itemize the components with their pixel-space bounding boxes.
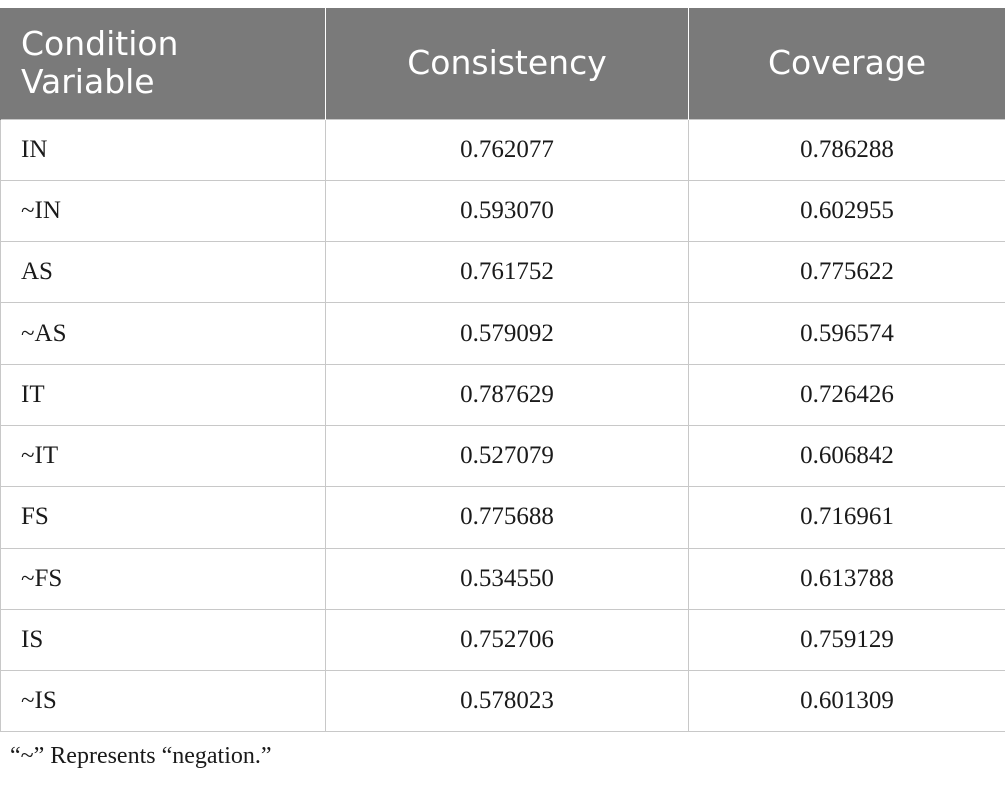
table-row: FS 0.775688 0.716961 [0, 486, 1005, 549]
cell-coverage: 0.786288 [688, 118, 1005, 181]
cell-condition-variable: FS [0, 486, 326, 549]
cell-condition-variable: ~AS [0, 302, 326, 365]
cell-coverage: 0.596574 [688, 302, 1005, 365]
table-row: IN 0.762077 0.786288 [0, 118, 1005, 181]
cell-condition-variable: ~FS [0, 547, 326, 610]
cell-consistency: 0.775688 [325, 486, 689, 549]
cell-coverage: 0.759129 [688, 608, 1005, 672]
cell-consistency: 0.593070 [325, 179, 689, 243]
cell-consistency: 0.579092 [325, 302, 689, 365]
table-footnote: “~” Represents “negation.” [10, 743, 272, 769]
cell-coverage: 0.726426 [688, 363, 1005, 426]
cell-coverage: 0.606842 [688, 424, 1005, 488]
header-condition-variable: Condition Variable [0, 8, 326, 119]
cell-condition-variable: ~IN [0, 179, 326, 243]
header-consistency: Consistency [325, 8, 689, 119]
table-row: ~AS 0.579092 0.596574 [0, 302, 1005, 365]
cell-coverage: 0.602955 [688, 179, 1005, 243]
cell-condition-variable: AS [0, 241, 326, 304]
cell-condition-variable: IT [0, 363, 326, 426]
table-header-row: Condition Variable Consistency Coverage [0, 8, 1005, 119]
table-row: ~IS 0.578023 0.601309 [0, 670, 1005, 733]
table-row: IS 0.752706 0.759129 [0, 608, 1005, 672]
cell-consistency: 0.787629 [325, 363, 689, 426]
cell-consistency: 0.534550 [325, 547, 689, 610]
results-table: Condition Variable Consistency Coverage … [0, 8, 1005, 733]
cell-condition-variable: IN [0, 118, 326, 181]
cell-coverage: 0.716961 [688, 486, 1005, 549]
cell-consistency: 0.752706 [325, 608, 689, 672]
header-coverage: Coverage [688, 8, 1005, 119]
cell-consistency: 0.761752 [325, 241, 689, 304]
cell-condition-variable: ~IS [0, 670, 326, 733]
cell-condition-variable: ~IT [0, 424, 326, 488]
table-row: ~FS 0.534550 0.613788 [0, 547, 1005, 610]
cell-consistency: 0.578023 [325, 670, 689, 733]
cell-coverage: 0.613788 [688, 547, 1005, 610]
results-table-container: Condition Variable Consistency Coverage … [0, 8, 1005, 733]
cell-coverage: 0.601309 [688, 670, 1005, 733]
table-row: ~IN 0.593070 0.602955 [0, 179, 1005, 243]
cell-coverage: 0.775622 [688, 241, 1005, 304]
cell-consistency: 0.762077 [325, 118, 689, 181]
table-row: ~IT 0.527079 0.606842 [0, 424, 1005, 488]
cell-consistency: 0.527079 [325, 424, 689, 488]
table-row: IT 0.787629 0.726426 [0, 363, 1005, 426]
table-row: AS 0.761752 0.775622 [0, 241, 1005, 304]
cell-condition-variable: IS [0, 608, 326, 672]
